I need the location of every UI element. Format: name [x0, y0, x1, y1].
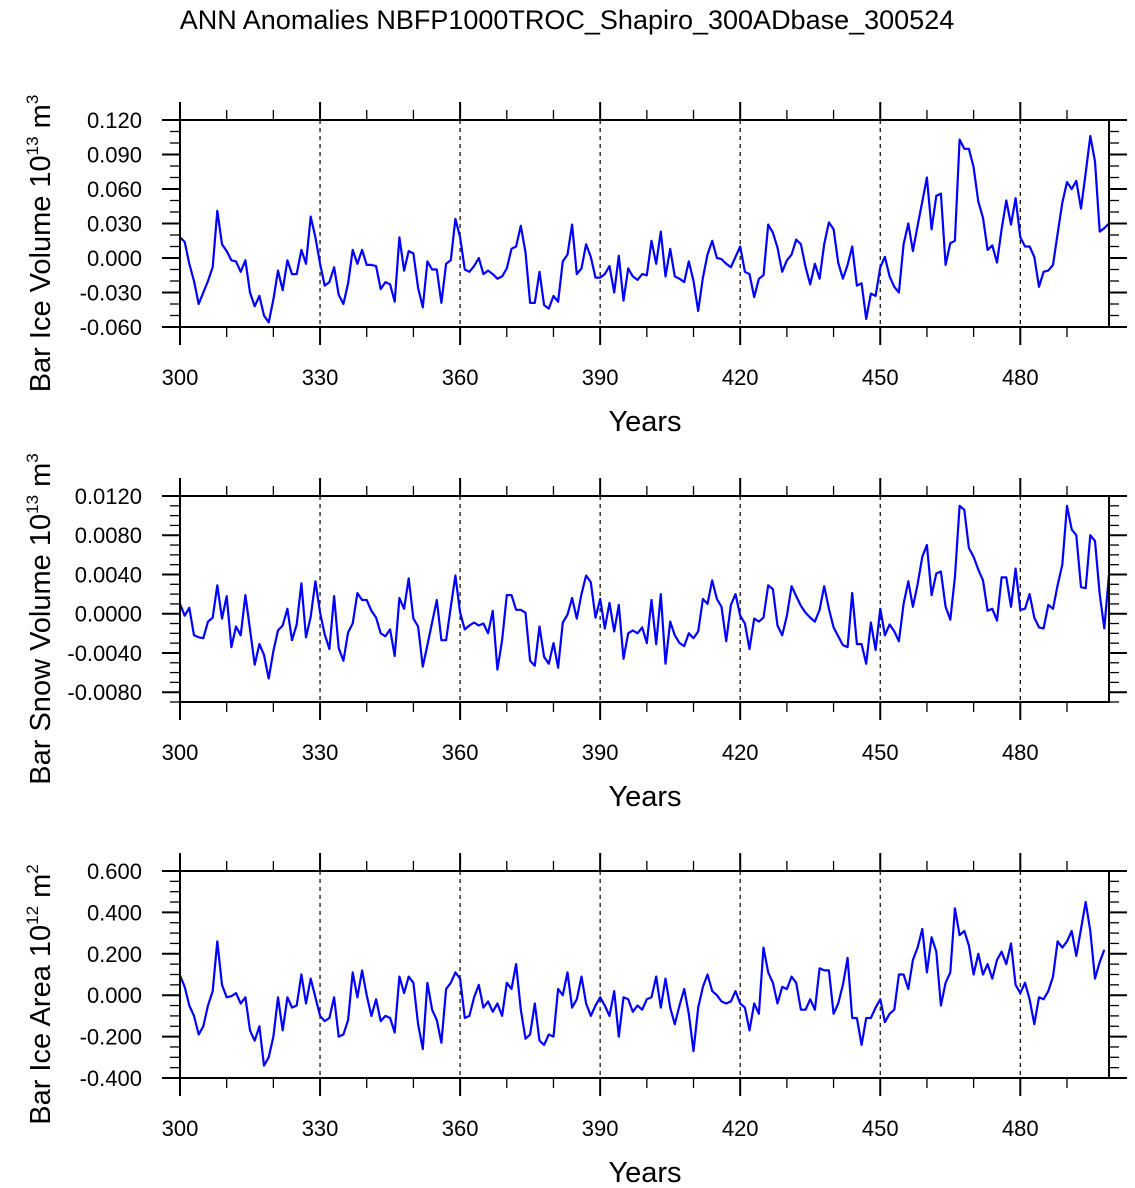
y-tick-label: 0.030	[87, 212, 142, 237]
y-tick-label: 0.600	[87, 859, 142, 884]
chart-panel-3: 0.600 0.400 0.200 0.000 -0.200 -0.400 300 330 36…	[23, 853, 1127, 1188]
y-axis-label: Bar Ice Volume 1013 m3	[23, 95, 57, 393]
y-axis-label-ylabel: Bar Ice Area 10	[25, 925, 57, 1125]
series-line	[179, 135, 1110, 324]
y-tick-label: 0.0000	[75, 602, 142, 627]
y-tick-label: -0.060	[80, 315, 142, 340]
y-tick-label: 0.200	[87, 942, 142, 967]
x-tick-label: 450	[862, 740, 899, 765]
y-axis-label: Bar Snow Volume 1013 m3	[23, 453, 57, 784]
x-axis-label: Years	[608, 781, 681, 813]
x-tick-label: 420	[722, 365, 759, 390]
x-tick-label: 300	[162, 365, 199, 390]
chart-panel-2: 0.0120 0.0080 0.0040 0.0000 -0.0040 -0.0080 30…	[23, 453, 1127, 813]
x-tick-label: 480	[1002, 740, 1039, 765]
y-tick-label: -0.400	[80, 1066, 142, 1091]
y-axis-label-ylabel-exp: 13	[23, 136, 42, 155]
y-tick-label: 0.0120	[75, 484, 142, 509]
y-axis-label-ylabel-exp: 12	[23, 906, 42, 925]
plot-frame	[179, 495, 1110, 703]
y-axis-label-ylabel-unit-exp: 2	[23, 864, 42, 873]
x-tick-label: 300	[162, 1116, 199, 1141]
y-tick-label: 0.0040	[75, 562, 142, 587]
x-tick-label: 330	[302, 365, 339, 390]
y-axis-label-ylabel-unit-exp: 3	[23, 95, 42, 104]
figure-title: ANN Anomalies NBFP1000TROC_Shapiro_300AD…	[180, 5, 954, 35]
x-tick-label: 450	[862, 365, 899, 390]
y-tick-label: -0.030	[80, 281, 142, 306]
y-tick-label: 0.000	[87, 983, 142, 1008]
x-tick-label: 390	[582, 1116, 619, 1141]
y-axis-label-ylabel: Bar Ice Volume 10	[25, 155, 57, 392]
plot-frame	[179, 870, 1110, 1079]
y-tick-label: 0.000	[87, 246, 142, 271]
series-line	[178, 900, 1106, 1067]
x-tick-label: 330	[302, 1116, 339, 1141]
x-tick-label: 420	[722, 740, 759, 765]
y-tick-label: 0.060	[87, 177, 142, 202]
x-tick-label: 360	[442, 740, 479, 765]
x-tick-label: 360	[442, 365, 479, 390]
x-tick-label: 330	[302, 740, 339, 765]
y-tick-label: -0.0040	[67, 641, 142, 666]
y-axis-label-ylabel-unit-exp: 3	[23, 453, 42, 462]
x-axis-label: Years	[608, 406, 681, 438]
y-tick-label: -0.200	[80, 1025, 142, 1050]
y-axis-label-ylabel-unit: m	[25, 104, 57, 136]
y-axis-label: Bar Ice Area 1012 m2	[23, 864, 57, 1125]
y-axis-label-ylabel-unit: m	[25, 463, 57, 495]
x-tick-label: 360	[442, 1116, 479, 1141]
y-axis-label-ylabel-unit: m	[25, 874, 57, 906]
y-tick-label: 0.120	[87, 108, 142, 133]
x-tick-label: 420	[722, 1116, 759, 1141]
y-tick-label: 0.0080	[75, 523, 142, 548]
series-line	[178, 504, 1111, 680]
x-axis-label: Years	[608, 1157, 681, 1188]
x-tick-label: 390	[582, 740, 619, 765]
y-tick-label: -0.0080	[67, 680, 142, 705]
y-tick-label: 0.400	[87, 900, 142, 925]
chart-panel-1: 0.120 0.090 0.060 0.030 0.000 -0.030 -0.060 300…	[23, 95, 1127, 438]
x-tick-label: 480	[1002, 1116, 1039, 1141]
x-tick-label: 450	[862, 1116, 899, 1141]
y-axis-label-ylabel-exp: 13	[23, 495, 42, 514]
x-tick-label: 480	[1002, 365, 1039, 390]
x-tick-label: 300	[162, 740, 199, 765]
y-tick-label: 0.090	[87, 143, 142, 168]
x-tick-label: 390	[582, 365, 619, 390]
y-axis-label-ylabel: Bar Snow Volume 10	[25, 514, 57, 785]
